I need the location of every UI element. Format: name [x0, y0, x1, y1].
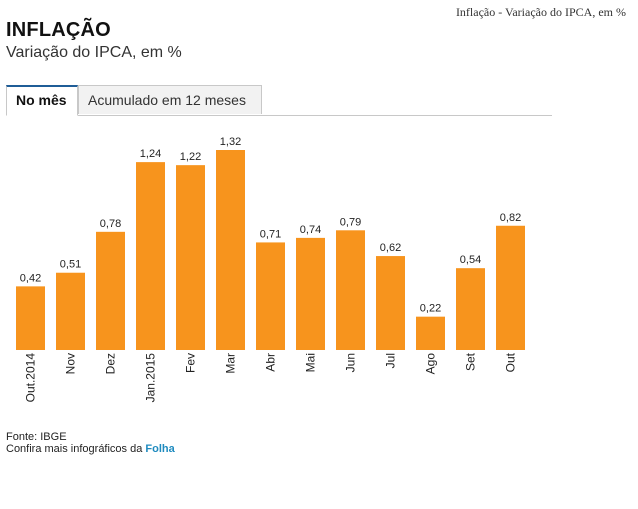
bar-value-label: 0,62 — [380, 242, 401, 254]
x-tick-label: Nov — [64, 353, 78, 374]
bar-value-label: 0,79 — [340, 216, 361, 228]
x-tick-label: Jan.2015 — [144, 353, 158, 403]
bar-value-label: 0,54 — [460, 254, 481, 266]
x-tick-label: Out — [504, 352, 518, 372]
tab-acumulado-12-meses[interactable]: Acumulado em 12 meses — [78, 85, 262, 114]
bar-out-2014 — [16, 286, 45, 350]
bar-jun — [336, 230, 365, 350]
x-tick-label: Mai — [304, 353, 318, 372]
bar-fev — [176, 165, 205, 350]
x-tick-label: Jun — [344, 353, 358, 372]
page-subtitle: Variação do IPCA, em % — [6, 44, 182, 61]
folha-link[interactable]: Folha — [145, 443, 175, 455]
bar-value-label: 0,78 — [100, 218, 121, 230]
page-title: INFLAÇÃO — [6, 19, 111, 41]
bar-value-label: 0,74 — [300, 224, 321, 236]
tab-no-mes[interactable]: No mês — [6, 85, 78, 116]
bar-out — [496, 225, 525, 350]
x-tick-label: Dez — [104, 353, 118, 374]
x-tick-label: Out.2014 — [24, 353, 38, 403]
bar-value-label: 0,22 — [420, 303, 441, 315]
bar-value-label: 0,51 — [60, 259, 81, 271]
bar-jul — [376, 256, 405, 350]
bar-jan-2015 — [136, 162, 165, 350]
footer-more: Confira mais infográficos da Folha — [6, 443, 175, 455]
x-tick-label: Fev — [184, 353, 198, 373]
page-caption: Inflação - Variação do IPCA, em % — [455, 5, 626, 19]
bar-value-label: 1,22 — [180, 151, 201, 163]
x-tick-label: Ago — [424, 353, 438, 375]
bar-ago — [416, 316, 445, 350]
bar-dez — [96, 231, 125, 350]
bar-mar — [216, 150, 245, 350]
footer-more-text: Confira mais infográficos da — [6, 443, 146, 455]
bar-value-label: 0,71 — [260, 228, 281, 240]
x-tick-label: Abr — [264, 353, 278, 372]
bar-value-label: 1,32 — [220, 136, 241, 148]
x-tick-label: Mar — [224, 353, 238, 374]
bar-value-label: 0,82 — [500, 212, 521, 224]
x-tick-label: Set — [464, 352, 478, 371]
bar-value-label: 1,24 — [140, 148, 161, 160]
bar-chart: 0,42 Out.2014 0,51 Nov 0,78 Dez 1,24 Jan.2015 1,… — [16, 136, 525, 403]
bar-set — [456, 268, 485, 350]
bar-mai — [296, 237, 325, 350]
x-tick-label: Jul — [384, 353, 398, 368]
bar-value-label: 0,42 — [20, 272, 41, 284]
footer-source: Fonte: IBGE — [6, 431, 67, 443]
bar-nov — [56, 272, 85, 350]
tab-bar: No mês Acumulado em 12 meses — [6, 85, 552, 116]
bar-abr — [256, 242, 285, 350]
